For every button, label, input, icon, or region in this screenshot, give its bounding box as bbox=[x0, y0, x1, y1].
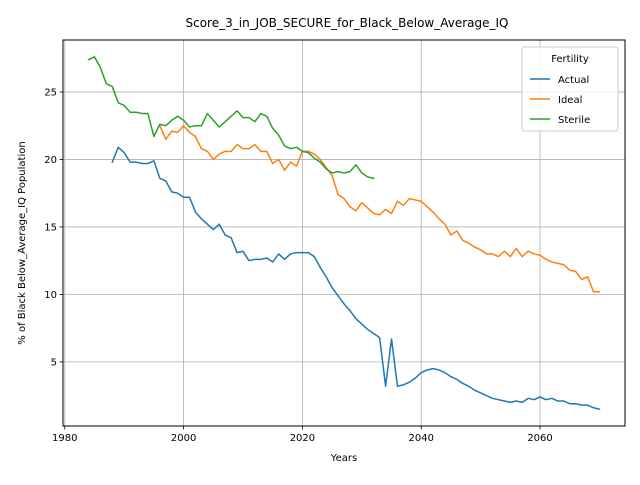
plot-frame bbox=[62, 39, 626, 427]
chart-title: Score_3_in_JOB_SECURE_for_Black_Below_Av… bbox=[185, 16, 508, 30]
x-tick-label: 1980 bbox=[52, 433, 77, 444]
x-tick-label: 2060 bbox=[527, 433, 552, 444]
series-line-sterile bbox=[87, 56, 375, 180]
x-tick-label: 2020 bbox=[290, 433, 315, 444]
legend: Fertility Actual Ideal Sterile bbox=[521, 46, 619, 132]
x-axis-label: Years bbox=[330, 453, 357, 464]
legend-title: Fertility bbox=[551, 54, 589, 65]
y-tick-label: 25 bbox=[44, 87, 57, 98]
y-axis-label: % of Black Below_Average_IQ Population bbox=[17, 141, 28, 344]
legend-label-actual: Actual bbox=[558, 75, 589, 86]
series-line-actual bbox=[111, 146, 601, 411]
x-tick-label: 2040 bbox=[409, 433, 434, 444]
y-tick-label: 5 bbox=[51, 357, 57, 368]
legend-label-sterile: Sterile bbox=[558, 115, 590, 126]
y-tick-label: 15 bbox=[44, 222, 57, 233]
legend-label-ideal: Ideal bbox=[558, 95, 582, 106]
series-lines bbox=[87, 56, 601, 411]
legend-box bbox=[521, 46, 619, 132]
y-tick-label: 10 bbox=[44, 290, 57, 301]
y-tick-label: 20 bbox=[44, 155, 57, 166]
series-line-ideal bbox=[158, 124, 601, 293]
x-tick-label: 2000 bbox=[171, 433, 196, 444]
axis-ticks: 1980 2000 2020 2040 2060 5 10 15 20 25 bbox=[44, 87, 553, 444]
